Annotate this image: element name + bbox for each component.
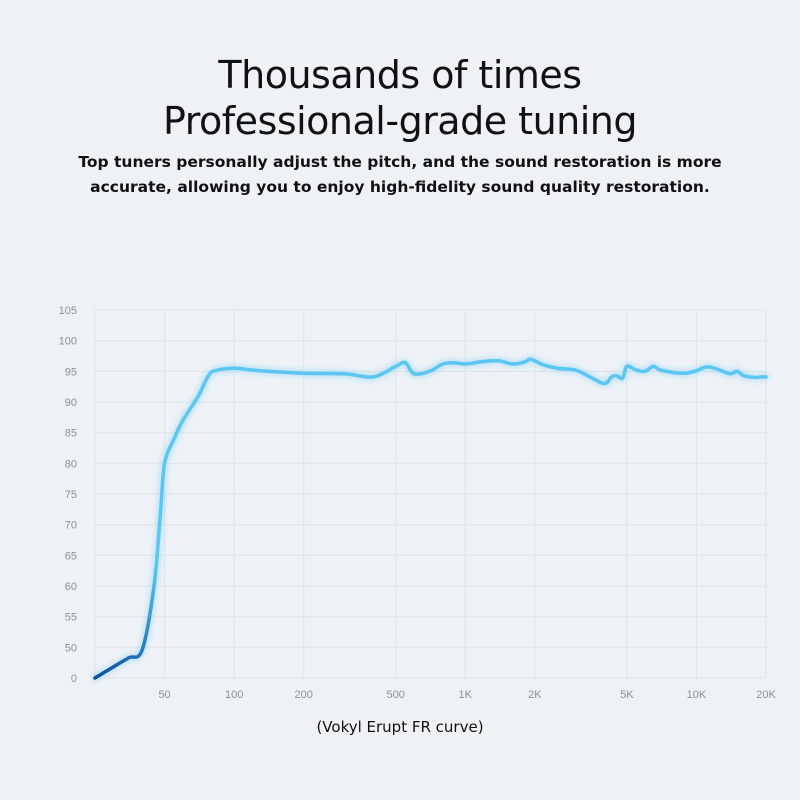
y-tick-label: 70: [65, 520, 77, 532]
y-axis-ticks: 0 50 55 60 65 70 75 80 85 90 95 100 105: [59, 305, 77, 685]
y-tick-label: 80: [65, 458, 77, 470]
x-tick-label: 20K: [756, 689, 776, 701]
y-tick-label: 60: [65, 581, 77, 593]
y-tick-label: 75: [65, 489, 77, 501]
fr-curve-group: [91, 355, 770, 682]
x-axis-ticks: 50 100 200 500 1K 2K 5K 10K 20K: [158, 689, 776, 701]
x-tick-label: 10K: [687, 689, 707, 701]
y-tick-label: 85: [65, 428, 77, 440]
fr-chart: 0 50 55 60 65 70 75 80 85 90 95 100 105 50 100 200 500 1…: [0, 290, 800, 710]
headline-line-2: Professional-grade tuning: [162, 99, 638, 143]
headline: Thousands of times Professional-grade tu…: [0, 52, 800, 144]
grid: [94, 309, 767, 679]
y-tick-label: 95: [65, 366, 77, 378]
x-tick-label: 100: [225, 689, 243, 701]
y-tick-label: 90: [65, 397, 77, 409]
x-tick-label: 5K: [620, 689, 634, 701]
chart-caption: (Vokyl Erupt FR curve): [316, 718, 484, 736]
fr-curve-glow: [91, 355, 770, 682]
x-tick-label: 2K: [528, 689, 542, 701]
x-tick-label: 200: [295, 689, 313, 701]
y-tick-label: 100: [59, 336, 77, 348]
y-tick-label: 50: [65, 642, 77, 654]
y-tick-label: 0: [71, 673, 77, 685]
y-tick-label: 55: [65, 612, 77, 624]
headline-line-1: Thousands of times: [218, 53, 582, 97]
fr-chart-svg: 0 50 55 60 65 70 75 80 85 90 95 100 105 50 100 200 500 1…: [59, 305, 777, 701]
x-tick-label: 1K: [459, 689, 473, 701]
fr-curve-line: [93, 357, 768, 680]
x-tick-label: 50: [158, 689, 170, 701]
description-text: Top tuners personally adjust the pitch, …: [78, 153, 722, 196]
y-tick-label: 105: [59, 305, 77, 317]
y-tick-label: 65: [65, 550, 77, 562]
x-tick-label: 500: [387, 689, 405, 701]
